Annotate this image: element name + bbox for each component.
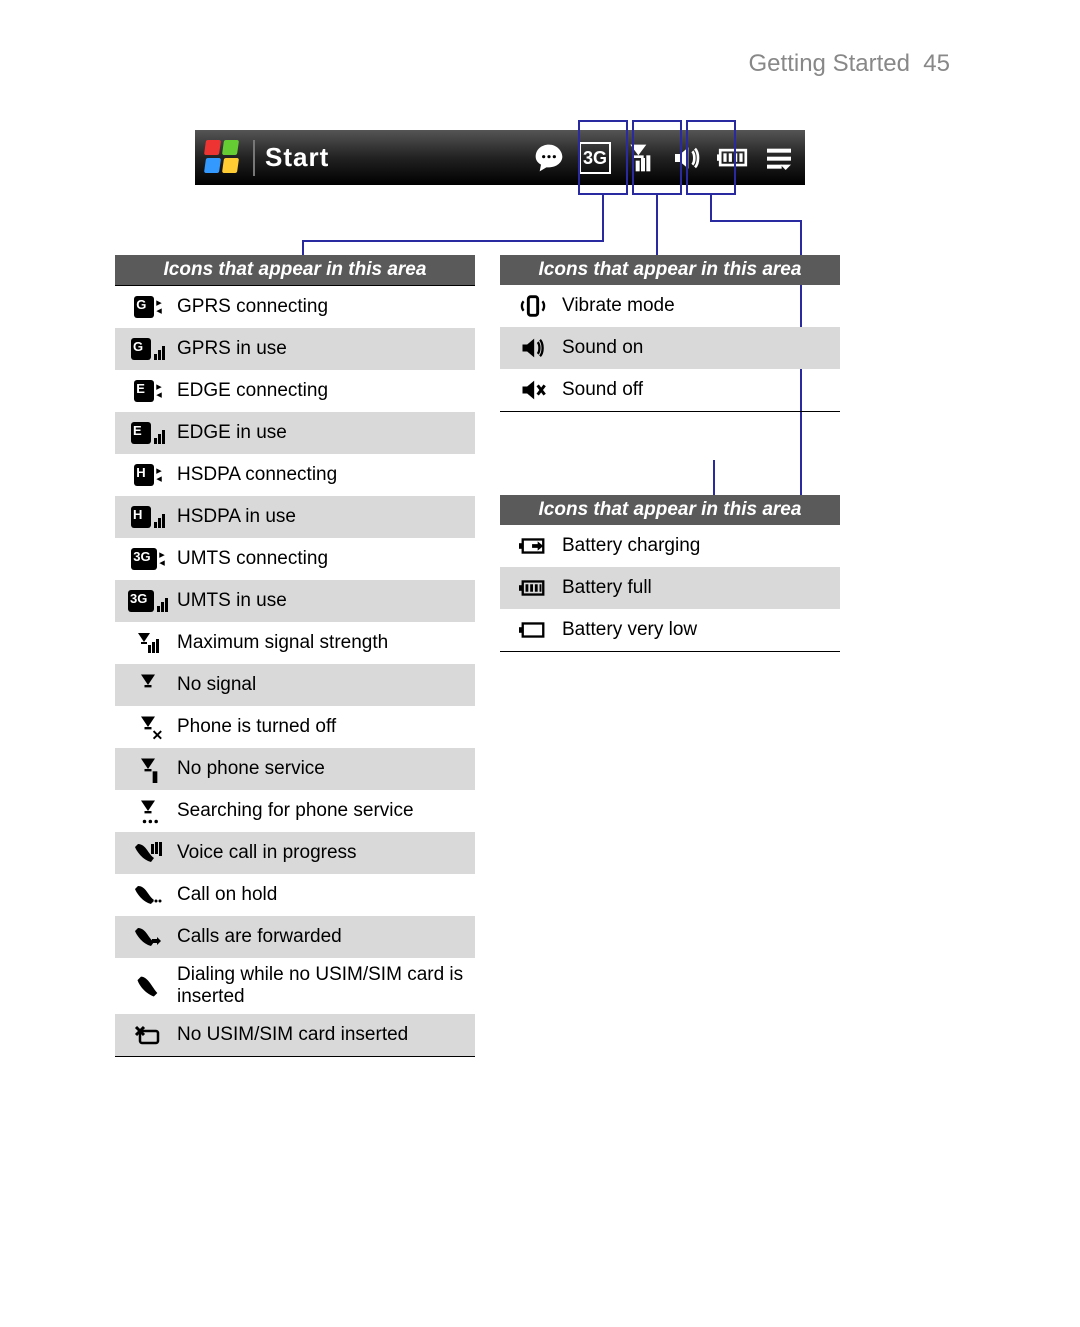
icon-row: Battery full bbox=[500, 567, 840, 609]
vibrate-icon bbox=[504, 292, 562, 320]
icon-label: Dialing while no USIM/SIM card is insert… bbox=[177, 964, 471, 1008]
page-number: 45 bbox=[923, 50, 950, 77]
icon-label: Vibrate mode bbox=[562, 295, 836, 317]
icon-label: Call on hold bbox=[177, 884, 471, 906]
no-sim-icon bbox=[119, 1021, 177, 1049]
table-header: Icons that appear in this area bbox=[500, 255, 840, 285]
icon-row: Dialing while no USIM/SIM card is insert… bbox=[115, 958, 475, 1014]
icon-label: EDGE connecting bbox=[177, 380, 471, 402]
edge-connecting-icon: E▸◂ bbox=[119, 380, 177, 402]
icon-row: No signal bbox=[115, 664, 475, 706]
signal-icon bbox=[625, 142, 657, 174]
call-hold-icon bbox=[119, 881, 177, 909]
icon-row: Searching for phone service bbox=[115, 790, 475, 832]
page-header: Getting Started 45 bbox=[749, 50, 950, 78]
svg-text:✕: ✕ bbox=[152, 727, 163, 741]
hsdpa-connecting-icon: H▸◂ bbox=[119, 464, 177, 486]
menu-icon bbox=[763, 142, 795, 174]
icon-label: EDGE in use bbox=[177, 422, 471, 444]
call-forward-icon bbox=[119, 923, 177, 951]
icon-row: Voice call in progress bbox=[115, 832, 475, 874]
searching-icon bbox=[119, 797, 177, 825]
icon-row: E▸◂EDGE connecting bbox=[115, 370, 475, 412]
icon-label: Voice call in progress bbox=[177, 842, 471, 864]
icon-label: HSDPA connecting bbox=[177, 464, 471, 486]
icon-label: No USIM/SIM card inserted bbox=[177, 1024, 471, 1046]
icon-label: Sound on bbox=[562, 337, 836, 359]
icon-label: HSDPA in use bbox=[177, 506, 471, 528]
icon-row: H▸◂HSDPA connecting bbox=[115, 454, 475, 496]
icon-label: Sound off bbox=[562, 379, 836, 401]
umts-in-use-icon: 3G bbox=[119, 590, 177, 612]
icon-label: GPRS in use bbox=[177, 338, 471, 360]
battery-icons-table: Icons that appear in this area Battery c… bbox=[500, 495, 840, 652]
icon-row: G▸◂GPRS connecting bbox=[115, 286, 475, 328]
icon-row: Call on hold bbox=[115, 874, 475, 916]
start-bar: Start 3G bbox=[195, 130, 805, 185]
icon-row: Sound on bbox=[500, 327, 840, 369]
icon-label: UMTS connecting bbox=[177, 548, 471, 570]
icon-row: GGPRS in use bbox=[115, 328, 475, 370]
icon-row: Maximum signal strength bbox=[115, 622, 475, 664]
icon-row: EEDGE in use bbox=[115, 412, 475, 454]
table-header: Icons that appear in this area bbox=[115, 255, 475, 285]
section-name: Getting Started bbox=[749, 50, 910, 77]
icon-label: No signal bbox=[177, 674, 471, 696]
icon-label: Battery charging bbox=[562, 535, 836, 557]
batt-full-icon bbox=[504, 574, 562, 602]
icon-row: Battery very low bbox=[500, 609, 840, 651]
status-icons-area: 3G bbox=[533, 130, 805, 185]
icon-label: No phone service bbox=[177, 758, 471, 780]
voice-call-icon bbox=[119, 839, 177, 867]
icon-row: 3GUMTS in use bbox=[115, 580, 475, 622]
icon-row: HHSDPA in use bbox=[115, 496, 475, 538]
icon-label: Battery very low bbox=[562, 619, 836, 641]
batt-low-icon bbox=[504, 616, 562, 644]
gprs-connecting-icon: G▸◂ bbox=[119, 296, 177, 318]
icon-label: Searching for phone service bbox=[177, 800, 471, 822]
signal-icons-table: Icons that appear in this area G▸◂GPRS c… bbox=[115, 255, 475, 1057]
speaker-icon bbox=[671, 142, 703, 174]
icon-label: Battery full bbox=[562, 577, 836, 599]
sound-icons-table: Icons that appear in this area Vibrate m… bbox=[500, 255, 840, 412]
table-header: Icons that appear in this area bbox=[500, 495, 840, 525]
icon-row: ✕ Phone is turned off bbox=[115, 706, 475, 748]
icon-row: No USIM/SIM card inserted bbox=[115, 1014, 475, 1056]
phone-off-icon: ✕ bbox=[119, 713, 177, 741]
icon-label: Calls are forwarded bbox=[177, 926, 471, 948]
gprs-in-use-icon: G bbox=[119, 338, 177, 360]
hsdpa-in-use-icon: H bbox=[119, 506, 177, 528]
signal-max-icon bbox=[119, 629, 177, 657]
umts-connecting-icon: 3G▸◂ bbox=[119, 548, 177, 570]
no-sim-dial-icon bbox=[119, 972, 177, 1000]
icon-row: Sound off bbox=[500, 369, 840, 411]
edge-in-use-icon: E bbox=[119, 422, 177, 444]
battery-icon bbox=[717, 142, 749, 174]
icon-row: Vibrate mode bbox=[500, 285, 840, 327]
icon-label: Phone is turned off bbox=[177, 716, 471, 738]
icon-label: GPRS connecting bbox=[177, 296, 471, 318]
divider bbox=[253, 140, 255, 176]
chat-icon bbox=[533, 142, 565, 174]
no-service-icon bbox=[119, 755, 177, 783]
sound-off-icon bbox=[504, 376, 562, 404]
windows-flag-icon bbox=[203, 138, 243, 178]
icon-row: Battery charging bbox=[500, 525, 840, 567]
icon-label: UMTS in use bbox=[177, 590, 471, 612]
icon-row: Calls are forwarded bbox=[115, 916, 475, 958]
icon-row: No phone service bbox=[115, 748, 475, 790]
start-label: Start bbox=[265, 142, 329, 173]
3g-icon: 3G bbox=[579, 142, 611, 174]
sound-on-icon bbox=[504, 334, 562, 362]
batt-charging-icon bbox=[504, 532, 562, 560]
no-signal-icon bbox=[119, 671, 177, 699]
icon-row: 3G▸◂UMTS connecting bbox=[115, 538, 475, 580]
icon-label: Maximum signal strength bbox=[177, 632, 471, 654]
